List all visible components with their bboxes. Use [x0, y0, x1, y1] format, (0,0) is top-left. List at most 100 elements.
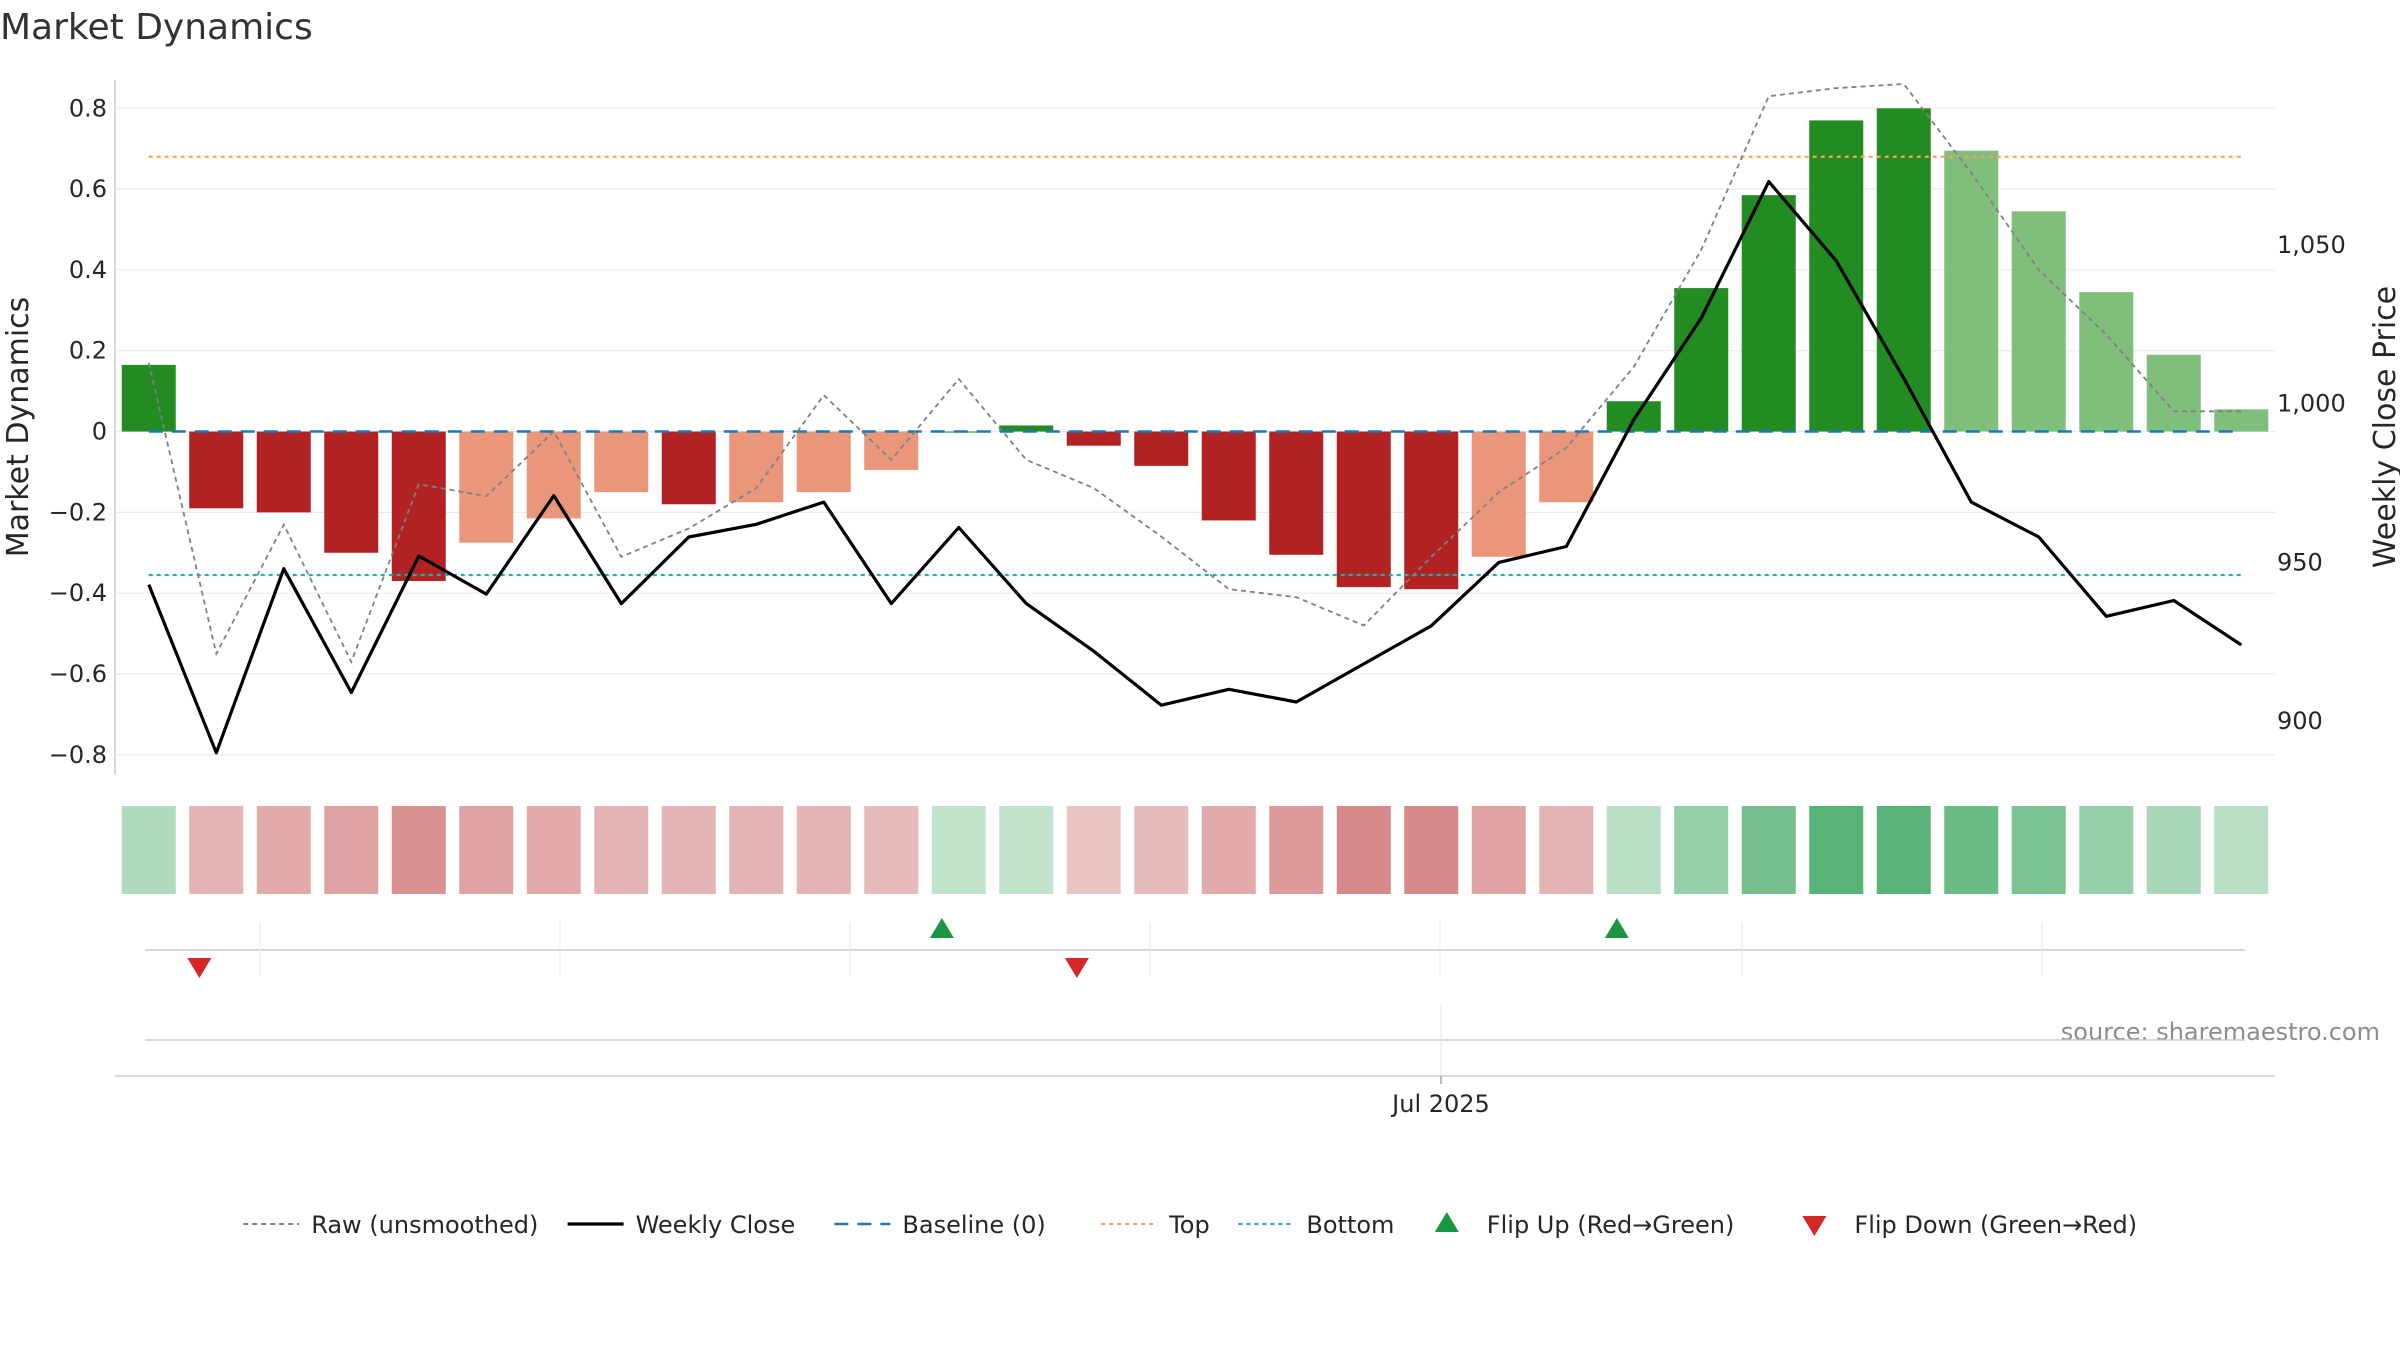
bar — [1269, 431, 1324, 555]
heat-cell — [1741, 806, 1796, 894]
heat-cell — [1066, 806, 1121, 894]
bar — [999, 425, 1054, 432]
right-axis-title: Weekly Close Price — [2368, 286, 2400, 568]
flip-up-marker — [929, 918, 954, 938]
bar — [864, 431, 919, 470]
bar — [2079, 292, 2134, 432]
left-tick-label: 0 — [92, 418, 107, 446]
bar — [189, 431, 244, 509]
legend-label: Raw (unsmoothed) — [311, 1211, 538, 1239]
right-tick-label: 1,000 — [2277, 390, 2346, 418]
heat-cell — [1269, 806, 1324, 894]
bar — [1471, 431, 1526, 557]
flip-panel — [145, 918, 2245, 978]
heat-cell — [2079, 806, 2134, 894]
heat-cell — [796, 806, 851, 894]
legend-label: Flip Down (Green→Red) — [1854, 1211, 2137, 1239]
left-tick-label: 0.8 — [69, 94, 107, 122]
bar — [2214, 409, 2269, 432]
heat-cell — [1606, 806, 1661, 894]
bar — [594, 431, 649, 493]
legend-label: Flip Up (Red→Green) — [1487, 1211, 1735, 1239]
bar — [459, 431, 514, 543]
heat-cell — [189, 806, 244, 894]
bar — [256, 431, 311, 513]
source-label: source: sharemaestro.com — [2061, 1018, 2380, 1046]
legend-label: Bottom — [1306, 1211, 1394, 1239]
left-tick-label: −0.6 — [49, 660, 107, 688]
legend-label: Baseline (0) — [902, 1211, 1045, 1239]
bar — [2011, 211, 2066, 432]
bar — [1336, 431, 1391, 588]
line-layer — [147, 83, 2243, 755]
heat-cell — [864, 806, 919, 894]
heat-strip — [121, 806, 2269, 894]
bar — [796, 431, 851, 493]
bar — [121, 364, 176, 432]
bar — [661, 431, 716, 505]
heat-cell — [2011, 806, 2066, 894]
legend-item: Weekly Close — [567, 1211, 796, 1239]
date-axis: Jul 2025 — [115, 1005, 2275, 1118]
heat-cell — [1674, 806, 1729, 894]
heat-cell — [931, 806, 986, 894]
flip-down-marker — [187, 958, 212, 978]
left-tick-label: 0.2 — [69, 337, 107, 365]
legend-item: Bottom — [1238, 1211, 1394, 1239]
bar — [1606, 401, 1661, 432]
chart-title: Market Dynamics — [0, 7, 313, 48]
left-tick-label: −0.8 — [49, 741, 107, 769]
right-tick-label: 900 — [2277, 707, 2323, 735]
heat-cell — [1336, 806, 1391, 894]
bar — [1944, 150, 1999, 432]
legend-item: Flip Up (Red→Green) — [1434, 1211, 1735, 1239]
bar — [526, 431, 581, 519]
bar — [1404, 431, 1459, 590]
left-tick-label: 0.6 — [69, 175, 107, 203]
heat-cell — [526, 806, 581, 894]
right-tick-label: 1,050 — [2277, 231, 2346, 259]
heat-cell — [1876, 806, 1931, 894]
heat-cell — [1201, 806, 1256, 894]
heat-cell — [1809, 806, 1864, 894]
heat-cell — [594, 806, 649, 894]
bar — [1134, 431, 1189, 466]
bar — [1674, 288, 1729, 432]
legend-item: Top — [1101, 1211, 1210, 1239]
left-tick-label: −0.2 — [49, 498, 107, 526]
heat-cell — [999, 806, 1054, 894]
date-tick-label: Jul 2025 — [1390, 1090, 1490, 1118]
heat-cell — [729, 806, 784, 894]
heat-cell — [121, 806, 176, 894]
weekly-close-line — [147, 180, 2243, 755]
legend: Raw (unsmoothed) Weekly Close Baseline (0)… — [243, 1211, 2137, 1239]
legend-key-flip-up — [1434, 1212, 1459, 1232]
heat-cell — [1944, 806, 1999, 894]
left-axis-title: Market Dynamics — [1, 297, 36, 558]
flip-down-marker — [1064, 958, 1089, 978]
flip-up-marker — [1604, 918, 1629, 938]
heat-cell — [459, 806, 514, 894]
heat-cell — [391, 806, 446, 894]
bar — [1539, 431, 1594, 503]
right-tick-label: 950 — [2277, 548, 2323, 576]
tick-layer: 0.8 0.6 0.4 0.2 0 −0.2 −0.4 −0.6 −0.8 1,050 1,000 9… — [49, 94, 2346, 769]
heat-cell — [1134, 806, 1189, 894]
heat-cell — [1404, 806, 1459, 894]
heat-cell — [1471, 806, 1526, 894]
legend-item: Baseline (0) — [834, 1211, 1046, 1239]
bar-layer — [121, 108, 2269, 590]
left-tick-label: −0.4 — [49, 579, 107, 607]
bar — [1066, 431, 1121, 446]
bar — [1201, 431, 1256, 521]
bar — [2146, 354, 2201, 432]
legend-item: Flip Down (Green→Red) — [1802, 1211, 2137, 1239]
legend-label: Weekly Close — [636, 1211, 796, 1239]
bar — [1741, 195, 1796, 432]
heat-cell — [2146, 806, 2201, 894]
heat-cell — [1539, 806, 1594, 894]
bar — [729, 431, 784, 503]
left-tick-label: 0.4 — [69, 256, 107, 284]
